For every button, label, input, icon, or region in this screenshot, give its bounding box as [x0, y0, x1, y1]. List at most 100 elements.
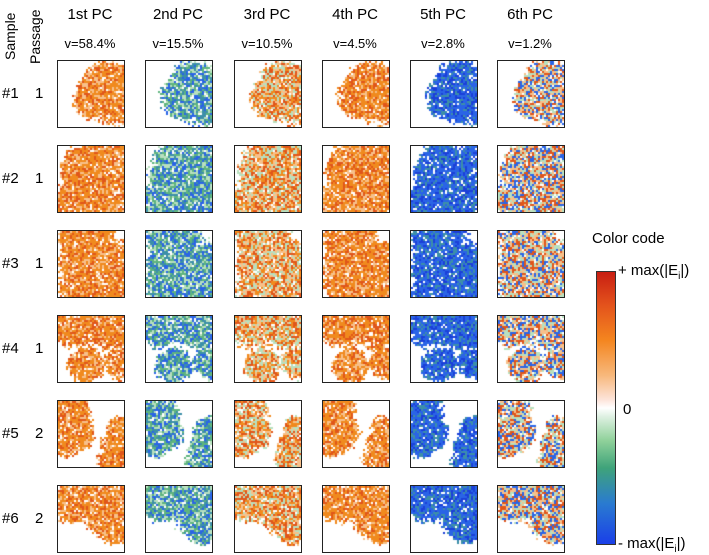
- component-map-image: [498, 316, 564, 382]
- component-map-tile: [145, 400, 213, 468]
- sample-id-label: #3: [2, 255, 19, 272]
- component-map-tile: [322, 485, 390, 553]
- component-map-tile: [497, 230, 565, 298]
- component-label: 3rd PC: [243, 6, 291, 23]
- component-map-image: [146, 146, 212, 212]
- component-map-image: [498, 486, 564, 552]
- component-map-tile: [322, 230, 390, 298]
- component-map-image: [323, 61, 389, 127]
- component-map-image: [58, 486, 124, 552]
- component-map-image: [411, 401, 477, 467]
- component-map-image: [411, 486, 477, 552]
- variance-label: v=2.8%: [421, 36, 465, 51]
- component-map-tile: [497, 145, 565, 213]
- colorbar-title: Color code: [592, 230, 665, 247]
- colorbar-min-label: - max(|Ei|): [618, 535, 686, 555]
- component-map-image: [323, 316, 389, 382]
- sample-id-label: #1: [2, 85, 19, 102]
- component-map-image: [323, 146, 389, 212]
- component-map-tile: [322, 400, 390, 468]
- component-map-image: [235, 316, 301, 382]
- component-map-tile: [497, 400, 565, 468]
- component-map-tile: [497, 485, 565, 553]
- component-map-tile: [234, 400, 302, 468]
- passage-column-header: Passage: [27, 9, 43, 64]
- component-map-tile: [322, 315, 390, 383]
- component-map-image: [323, 401, 389, 467]
- component-map-image: [146, 231, 212, 297]
- component-map-image: [235, 486, 301, 552]
- component-map-tile: [145, 145, 213, 213]
- sample-column-header: Sample: [2, 12, 18, 60]
- sample-id-label: #2: [2, 170, 19, 187]
- passage-label: 1: [35, 255, 44, 272]
- component-label: 2nd PC: [152, 6, 204, 23]
- component-map-image: [146, 316, 212, 382]
- passage-label: 1: [35, 170, 44, 187]
- component-map-tile: [410, 145, 478, 213]
- component-map-tile: [57, 315, 125, 383]
- component-map-image: [498, 401, 564, 467]
- variance-label: v=15.5%: [152, 36, 204, 51]
- component-map-image: [411, 146, 477, 212]
- passage-label: 2: [35, 510, 44, 527]
- component-map-image: [323, 486, 389, 552]
- component-label: 1st PC: [67, 6, 113, 23]
- colorbar-zero-label: 0: [623, 401, 632, 418]
- component-map-tile: [57, 60, 125, 128]
- sample-id-label: #5: [2, 425, 19, 442]
- component-map-tile: [234, 230, 302, 298]
- component-map-image: [498, 61, 564, 127]
- component-map-tile: [57, 400, 125, 468]
- component-map-image: [146, 486, 212, 552]
- variance-label: v=10.5%: [241, 36, 293, 51]
- component-map-image: [235, 401, 301, 467]
- component-map-tile: [234, 315, 302, 383]
- variance-label: v=4.5%: [333, 36, 377, 51]
- component-map-image: [58, 316, 124, 382]
- variance-label: v=58.4%: [64, 36, 116, 51]
- component-map-image: [58, 401, 124, 467]
- component-map-image: [498, 231, 564, 297]
- component-map-tile: [57, 145, 125, 213]
- component-map-tile: [410, 400, 478, 468]
- component-map-image: [146, 401, 212, 467]
- component-map-tile: [410, 60, 478, 128]
- component-label: 4th PC: [332, 6, 378, 23]
- component-map-image: [235, 61, 301, 127]
- passage-label: 2: [35, 425, 44, 442]
- colorbar-gradient: [596, 271, 616, 545]
- component-map-tile: [57, 230, 125, 298]
- passage-label: 1: [35, 340, 44, 357]
- sample-id-label: #6: [2, 510, 19, 527]
- component-map-tile: [410, 230, 478, 298]
- component-map-tile: [497, 60, 565, 128]
- component-map-image: [58, 61, 124, 127]
- colorbar-max-label: + max(|Ei|): [618, 262, 690, 282]
- component-map-image: [411, 231, 477, 297]
- component-map-image: [411, 316, 477, 382]
- component-map-tile: [57, 485, 125, 553]
- component-map-image: [411, 61, 477, 127]
- component-map-image: [323, 231, 389, 297]
- sample-id-label: #4: [2, 340, 19, 357]
- component-map-tile: [145, 230, 213, 298]
- component-map-image: [235, 146, 301, 212]
- component-label: 5th PC: [420, 6, 466, 23]
- component-label: 6th PC: [507, 6, 553, 23]
- passage-label: 1: [35, 85, 44, 102]
- component-map-tile: [145, 485, 213, 553]
- component-map-tile: [234, 145, 302, 213]
- component-map-image: [498, 146, 564, 212]
- component-map-tile: [410, 485, 478, 553]
- component-map-tile: [410, 315, 478, 383]
- component-map-tile: [234, 60, 302, 128]
- component-map-image: [235, 231, 301, 297]
- component-map-image: [58, 231, 124, 297]
- component-map-tile: [234, 485, 302, 553]
- component-map-tile: [322, 60, 390, 128]
- component-map-tile: [145, 60, 213, 128]
- component-map-tile: [145, 315, 213, 383]
- component-map-image: [146, 61, 212, 127]
